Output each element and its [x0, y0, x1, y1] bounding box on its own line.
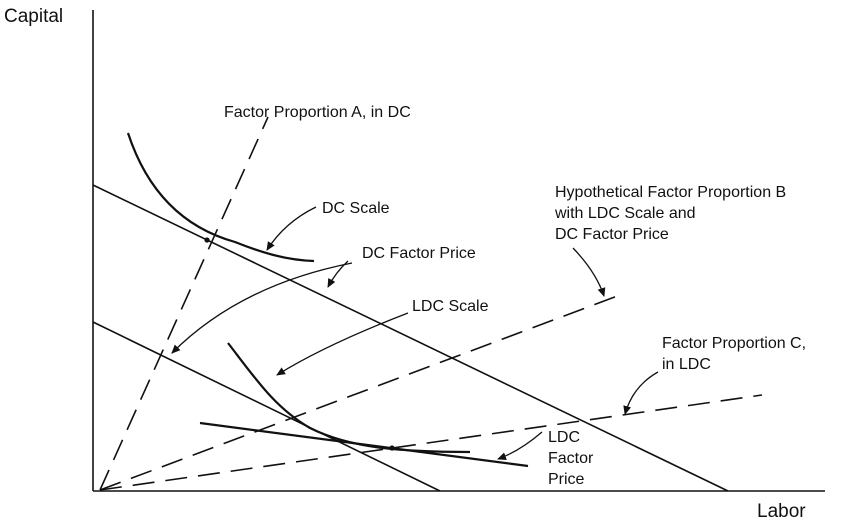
label-hypothetical-b-line3: DC Factor Price: [555, 226, 669, 243]
factor-proportion-a-ray: [99, 116, 269, 491]
arrow-dc-factor-price-2: [171, 262, 353, 354]
label-factor-proportion-c-line2: in LDC: [662, 356, 711, 373]
arrow-factor-proportion-c: [623, 371, 659, 415]
label-factor-proportion-c-line1: Factor Proportion C,: [662, 335, 806, 352]
arrow-dc-factor-price-1: [327, 260, 349, 288]
factor-proportion-c-ray: [99, 394, 763, 491]
arrow-ldc-factor-price: [497, 431, 543, 461]
dc-factor-price-line-high: [92, 184, 729, 492]
ldc-scale-isoquant: [227, 342, 471, 454]
x-axis-label: Labor: [757, 501, 806, 522]
arrow-dc-scale: [266, 206, 317, 251]
dc-factor-price-line-low: [92, 321, 441, 492]
label-hypothetical-b-line1: Hypothetical Factor Proportion B: [555, 184, 786, 201]
label-ldc-factor-price-line1: LDC: [548, 429, 580, 446]
ldc-tangency-point: [389, 445, 395, 451]
label-ldc-factor-price-line2: Factor: [548, 450, 594, 467]
arrow-hypothetical-b: [572, 247, 606, 297]
arrow-ldc-scale: [276, 312, 409, 376]
label-ldc-scale: LDC Scale: [412, 298, 489, 315]
dc-scale-isoquant: [126, 132, 315, 263]
label-ldc-factor-price-line3: Price: [548, 471, 585, 488]
factor-proportion-b-ray: [99, 294, 621, 491]
y-axis-label: Capital: [4, 6, 63, 27]
dc-tangency-point: [204, 237, 210, 243]
label-hypothetical-b-line2: with LDC Scale and: [554, 205, 696, 222]
label-dc-scale: DC Scale: [322, 200, 390, 217]
label-factor-proportion-a: Factor Proportion A, in DC: [224, 104, 411, 121]
label-dc-factor-price: DC Factor Price: [362, 245, 476, 262]
